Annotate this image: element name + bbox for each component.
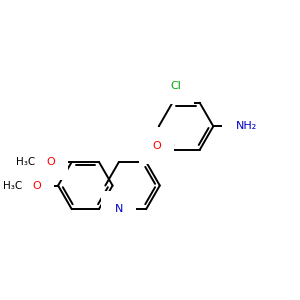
Text: H₃C: H₃C <box>16 157 36 167</box>
Text: Cl: Cl <box>170 80 181 91</box>
Text: H₃C: H₃C <box>3 181 22 190</box>
Text: O: O <box>32 181 41 190</box>
Text: N: N <box>115 204 123 214</box>
Text: O: O <box>152 141 161 151</box>
Text: O: O <box>46 157 55 167</box>
Text: NH₂: NH₂ <box>236 121 257 131</box>
